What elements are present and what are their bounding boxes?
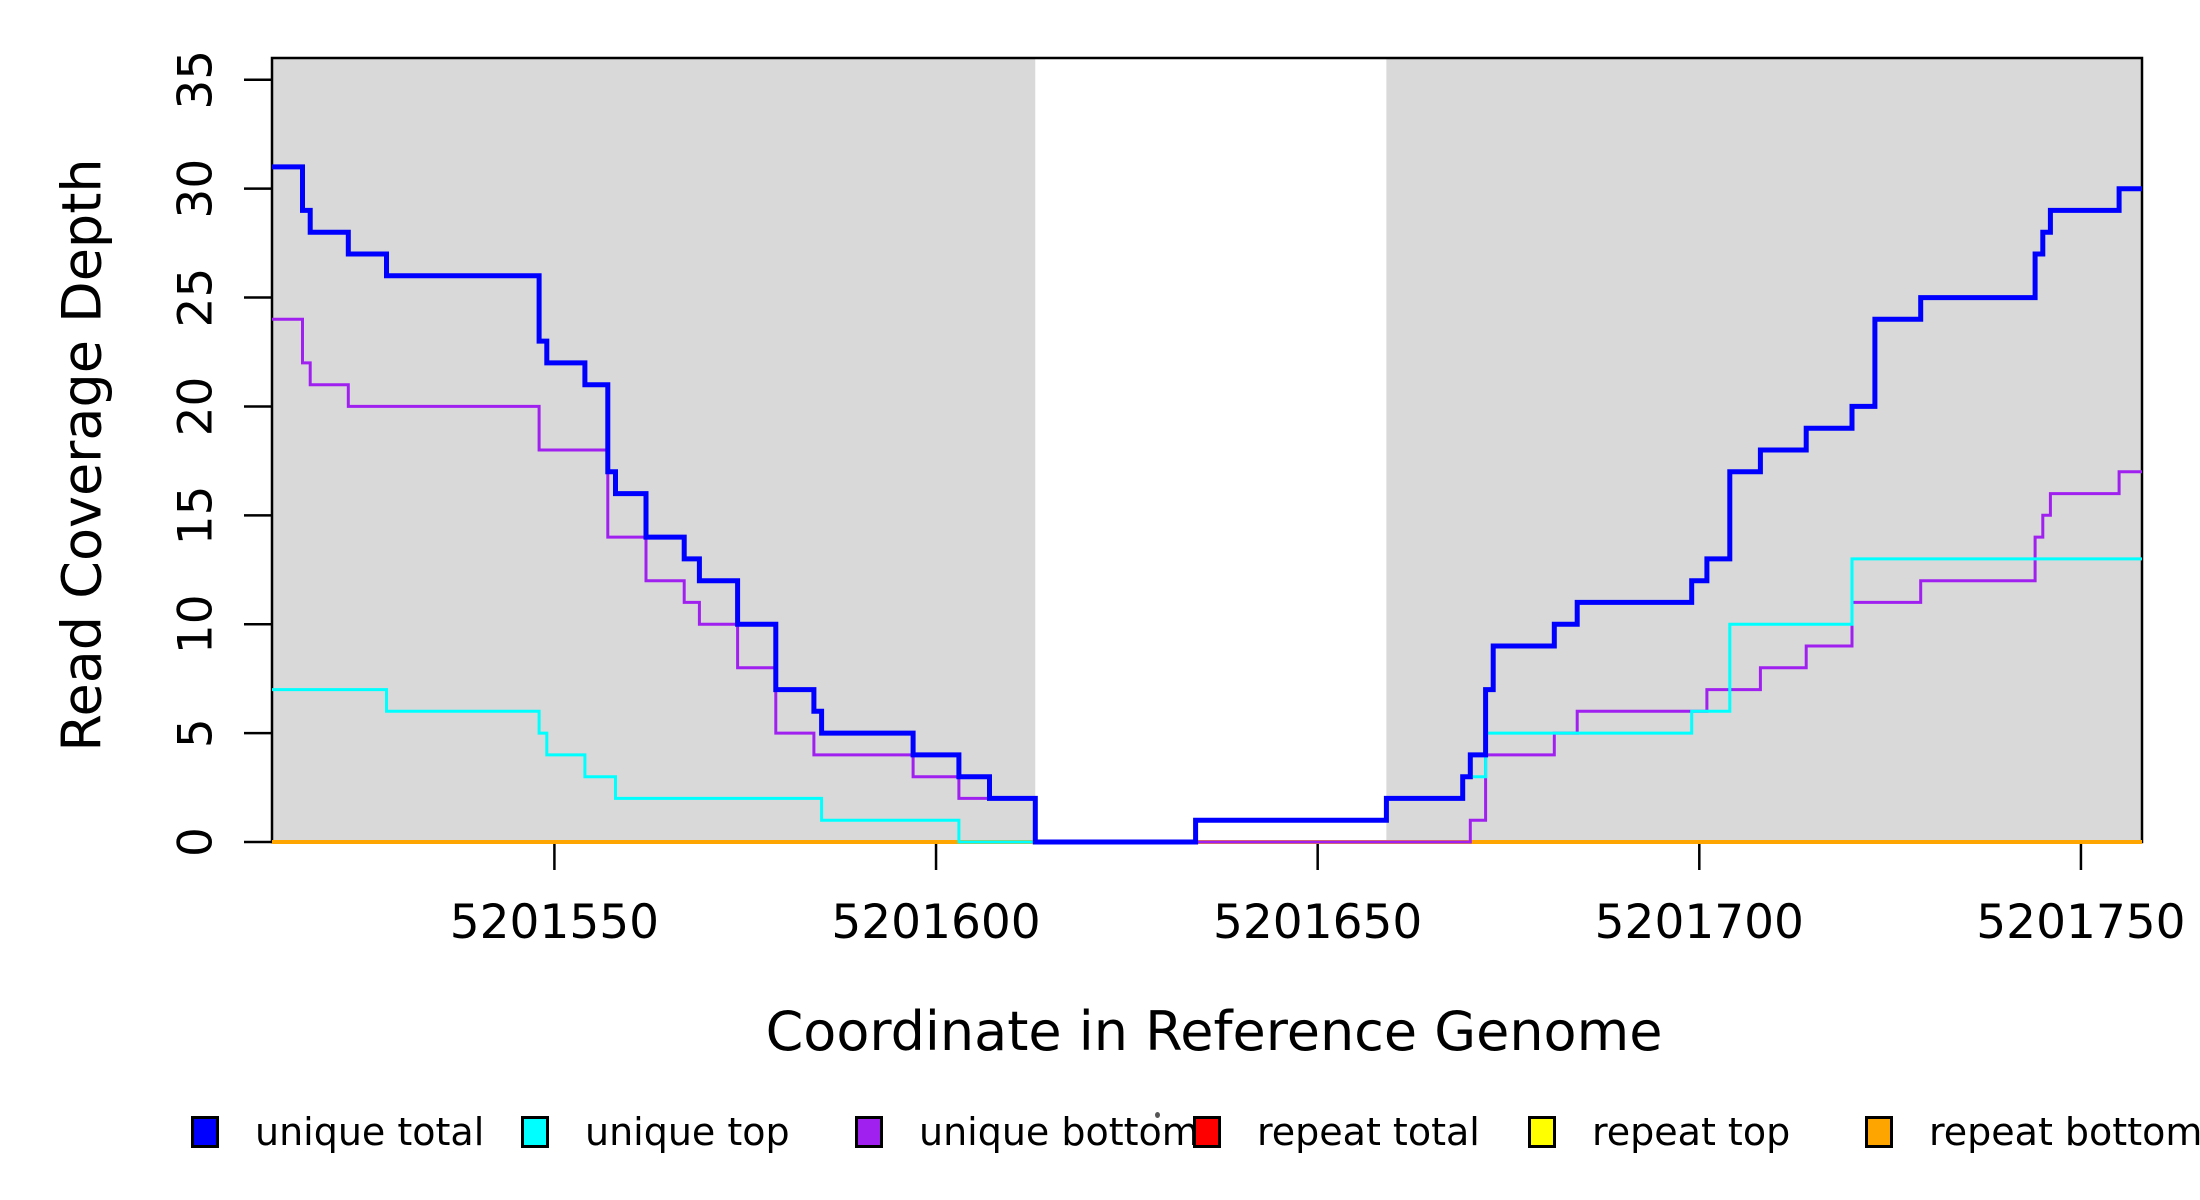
legend-item-repeat-bottom: repeat bottom [1865, 1104, 2200, 1160]
legend-label: repeat total [1257, 1110, 1480, 1154]
y-axis-tick-label: 10 [169, 594, 224, 654]
y-axis-tick-label: 15 [169, 485, 224, 545]
x-axis-tick-label: 5201750 [1976, 895, 2185, 950]
legend-item-unique-total: unique total [191, 1104, 484, 1160]
y-axis-tick-label: 20 [169, 377, 224, 437]
legend-swatch-icon [855, 1116, 883, 1148]
legend-label: unique bottom [919, 1110, 1199, 1154]
legend-item-repeat-top: repeat top [1528, 1104, 1790, 1160]
y-axis-tick-label: 30 [169, 159, 224, 219]
x-axis-tick-label: 5201650 [1213, 895, 1422, 950]
series-unique-total [272, 164, 2142, 845]
y-axis-tick-label: 0 [169, 827, 224, 857]
legend-item-unique-bottom: unique bottom [855, 1104, 1199, 1160]
x-axis-tick-label: 5201550 [450, 895, 659, 950]
legend-swatch-icon [521, 1116, 549, 1148]
legend-label: unique total [255, 1110, 485, 1154]
legend-item-unique-top: unique top [521, 1104, 790, 1160]
left-gray-region [272, 58, 1036, 842]
y-axis-title: Read Coverage Depth [50, 158, 114, 752]
legend-swatch-icon [1865, 1116, 1893, 1148]
legend-label: unique top [585, 1110, 790, 1154]
legend-swatch-icon [1528, 1116, 1556, 1148]
stray-mark [1155, 1112, 1160, 1118]
legend-label: repeat bottom [1929, 1110, 2200, 1154]
legend: unique total unique top unique bottom repea… [0, 1104, 2200, 1160]
legend-swatch-icon [1193, 1116, 1221, 1148]
legend-label: repeat top [1592, 1110, 1791, 1154]
x-axis-title: Coordinate in Reference Genome [765, 1000, 1663, 1063]
y-axis-tick-label: 25 [169, 268, 224, 328]
x-axis-tick-label: 5201600 [831, 895, 1040, 950]
x-axis-tick-label: 5201700 [1595, 895, 1804, 950]
y-axis-tick-label: 5 [169, 718, 224, 748]
legend-item-repeat-total: repeat total [1193, 1104, 1480, 1160]
legend-swatch-icon [191, 1116, 219, 1148]
y-axis-tick-label: 35 [169, 50, 224, 110]
